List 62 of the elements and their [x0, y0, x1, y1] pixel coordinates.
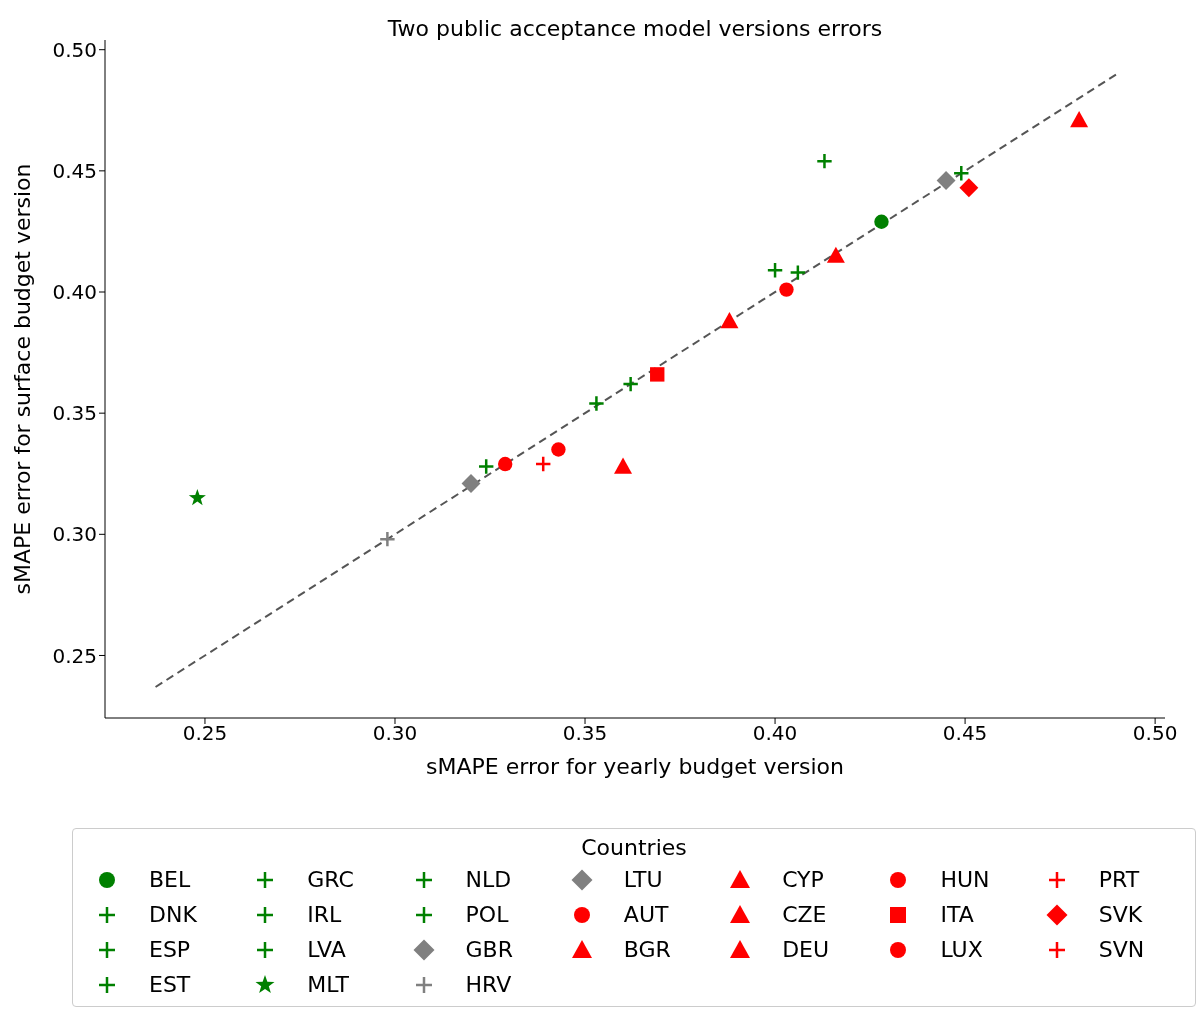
point	[874, 214, 889, 229]
legend-label: LUX	[940, 937, 983, 962]
legend-label: ESP	[149, 937, 191, 962]
y-tick-label: 0.40	[52, 280, 97, 305]
point	[952, 164, 970, 182]
legend-label: GRC	[307, 867, 354, 892]
y-tick-label: 0.35	[52, 401, 97, 426]
point	[587, 395, 605, 412]
y-tick-label: 0.30	[52, 522, 97, 547]
point	[461, 473, 481, 493]
legend-label: POL	[465, 902, 509, 927]
legend-title: Countries	[580, 835, 688, 860]
y-tick-label: 0.50	[52, 37, 97, 62]
point	[614, 457, 633, 474]
point	[816, 152, 833, 170]
x-axis-title: sMAPE error for yearly budget version	[426, 754, 844, 779]
point	[622, 375, 640, 393]
y-tick-label: 0.25	[52, 643, 97, 668]
legend-label: CYP	[782, 867, 824, 892]
x-tick-label: 0.45	[942, 721, 988, 746]
legend-label: ITA	[940, 902, 974, 927]
x-tick-label: 0.30	[372, 721, 418, 746]
point	[789, 264, 807, 282]
x-tick-label: 0.35	[562, 721, 608, 746]
point	[779, 282, 794, 297]
legend-label: LVA	[307, 937, 346, 962]
point	[936, 171, 956, 190]
legend-label: AUT	[623, 902, 669, 927]
legend-label: HUN	[940, 867, 990, 892]
point	[498, 456, 513, 472]
x-tick-label: 0.25	[182, 721, 228, 746]
point	[650, 367, 665, 382]
legend-label: CZE	[782, 902, 827, 927]
point	[766, 261, 784, 279]
y-axis-title: sMAPE error for surface budget version	[9, 163, 35, 595]
y-tick-label: 0.45	[52, 158, 97, 183]
legend-label: HRV	[465, 972, 512, 997]
point	[1070, 110, 1089, 128]
point	[188, 488, 206, 506]
point	[959, 178, 979, 198]
legend-label: PRT	[1098, 867, 1140, 892]
legend-label: MLT	[307, 972, 349, 997]
legend-label: NLD	[465, 867, 512, 892]
point	[477, 458, 495, 475]
legend-label: BGR	[623, 937, 671, 962]
point	[720, 312, 739, 329]
x-tick-label: 0.50	[1132, 721, 1178, 746]
legend-label: GBR	[465, 937, 513, 962]
legend-label: LTU	[623, 867, 663, 892]
legend-label: EST	[149, 972, 191, 997]
legend-label: SVK	[1098, 902, 1143, 927]
point	[534, 455, 552, 473]
point	[378, 530, 396, 548]
chart-title: Two public acceptance model versions errors	[386, 16, 884, 41]
legend-label: DEU	[782, 937, 830, 962]
legend-label: IRL	[307, 902, 342, 927]
x-tick-label: 0.40	[752, 721, 798, 746]
legend-label: DNK	[149, 902, 197, 927]
point	[826, 246, 845, 263]
legend-label: BEL	[149, 867, 191, 892]
point	[551, 442, 566, 457]
legend-label: SVN	[1098, 937, 1145, 962]
